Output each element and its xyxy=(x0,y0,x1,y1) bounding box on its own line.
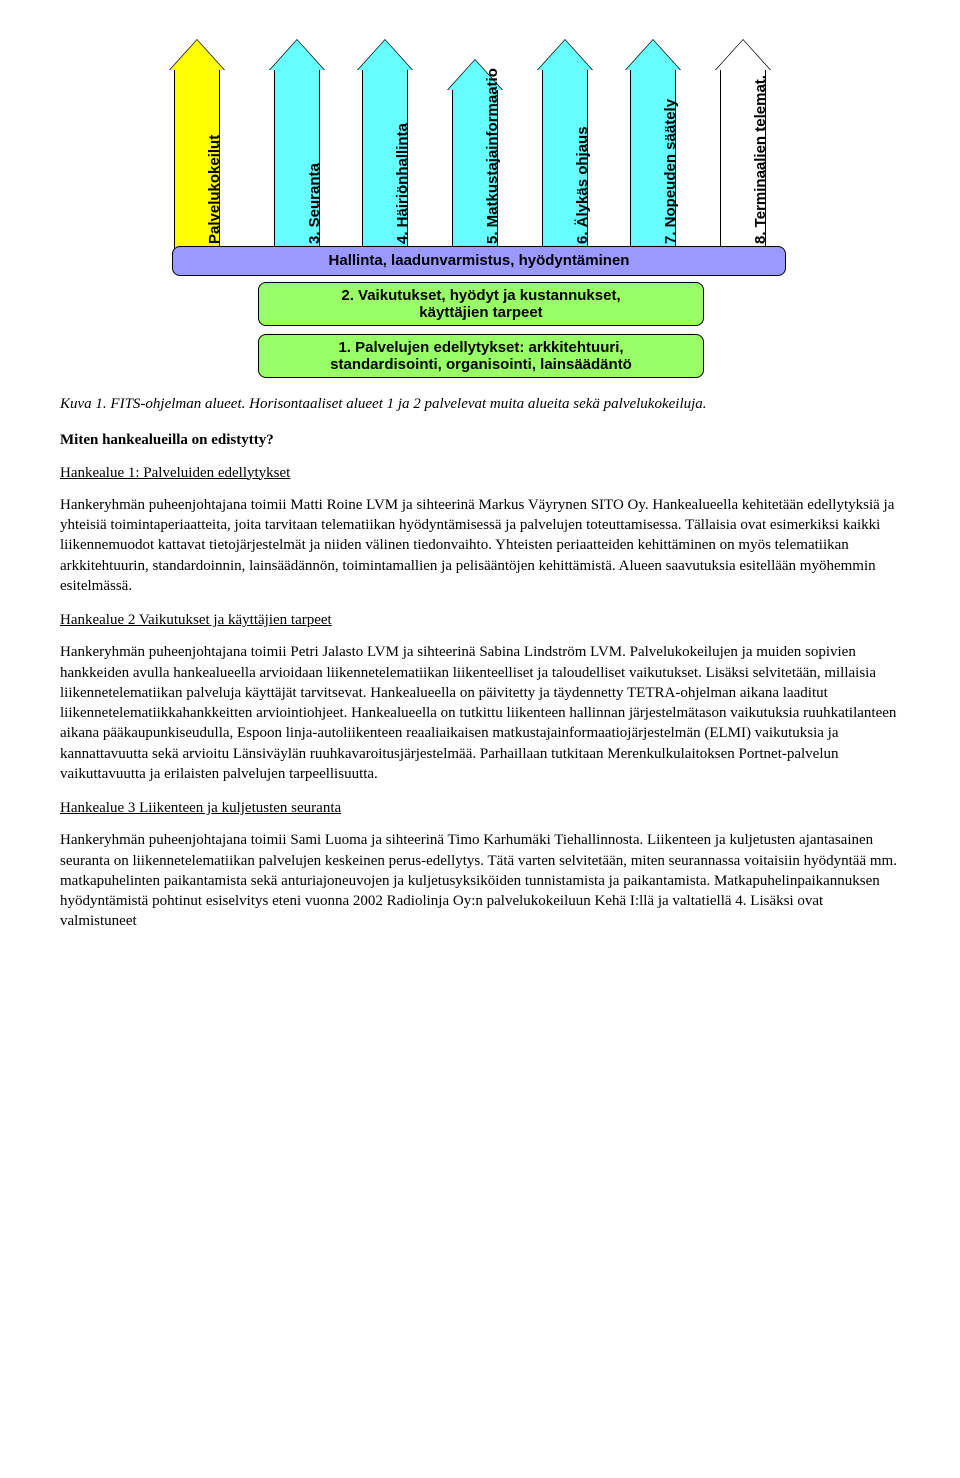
bar-vaikutukset: 2. Vaikutukset, hyödyt ja kustannukset,k… xyxy=(258,282,704,326)
paragraph-hankealue-2: Hankeryhmän puheenjohtajana toimii Petri… xyxy=(60,642,900,784)
fits-chart: Palvelukokeilut 3. Seuranta 4. Häiriönhall… xyxy=(160,20,800,380)
heading-hankealue-1: Hankealue 1: Palveluiden edellytykset xyxy=(60,463,900,483)
paragraph-hankealue-1: Hankeryhmän puheenjohtajana toimii Matti… xyxy=(60,495,900,596)
arrow-6: 8. Terminaalien telemat. xyxy=(720,40,774,250)
arrow-5: 7. Nopeuden säätely xyxy=(630,40,684,250)
arrow-0: Palvelukokeilut xyxy=(174,40,228,250)
arrow-4: 6. Älykäs ohjaus xyxy=(542,40,596,250)
arrow-2: 4. Häiriönhallinta xyxy=(362,40,416,250)
arrow-label: 5. Matkustajainformaatio xyxy=(483,68,503,244)
arrow-label: Palvelukokeilut xyxy=(205,135,225,244)
arrow-label: 6. Älykäs ohjaus xyxy=(573,126,593,244)
arrow-label: 4. Häiriönhallinta xyxy=(393,123,413,244)
figure-caption: Kuva 1. FITS-ohjelman alueet. Horisontaa… xyxy=(60,394,900,414)
paragraph-hankealue-3: Hankeryhmän puheenjohtajana toimii Sami … xyxy=(60,830,900,931)
arrow-label: 3. Seuranta xyxy=(305,163,325,244)
heading-hankealue-3: Hankealue 3 Liikenteen ja kuljetusten se… xyxy=(60,798,900,818)
arrow-3: 5. Matkustajainformaatio xyxy=(452,60,506,250)
arrow-label: 8. Terminaalien telemat. xyxy=(751,75,771,244)
heading-miten: Miten hankealueilla on edistytty? xyxy=(60,430,900,450)
bar-hallinta: Hallinta, laadunvarmistus, hyödyntäminen xyxy=(172,246,786,276)
arrow-label: 7. Nopeuden säätely xyxy=(661,99,681,244)
arrow-1: 3. Seuranta xyxy=(274,40,328,250)
bar-edellytykset: 1. Palvelujen edellytykset: arkkitehtuur… xyxy=(258,334,704,378)
heading-hankealue-2: Hankealue 2 Vaikutukset ja käyttäjien ta… xyxy=(60,610,900,630)
